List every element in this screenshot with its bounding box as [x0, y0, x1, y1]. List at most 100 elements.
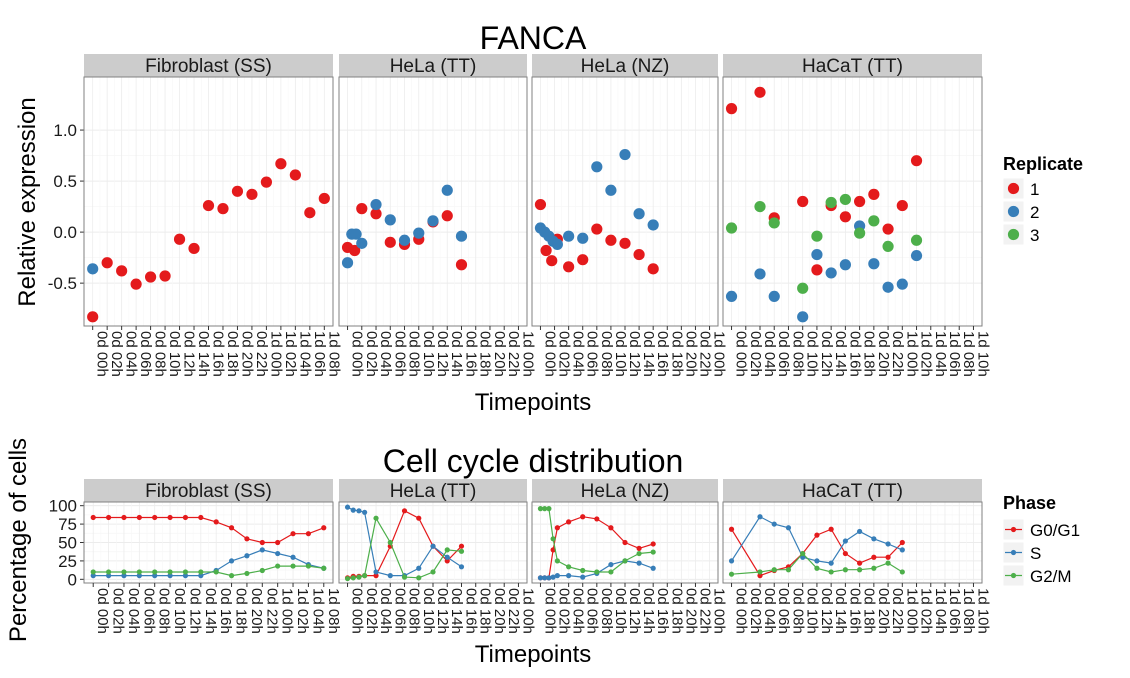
panel-border — [722, 501, 983, 584]
y-tick-label: 0 — [68, 570, 77, 589]
x-tick-label: 0d 22h — [696, 588, 713, 634]
x-tick-label: 0d 00h — [541, 331, 558, 377]
data-point — [341, 257, 354, 269]
x-tick-label: 0d 10h — [804, 331, 821, 377]
data-point — [121, 573, 127, 579]
facet-strip-label: HeLa (NZ) — [581, 481, 670, 502]
data-point — [825, 267, 837, 279]
x-tick-label: 0d 12h — [626, 331, 643, 377]
x-tick-label: 0d 04h — [761, 588, 778, 634]
data-point — [594, 569, 600, 575]
data-point — [321, 565, 327, 571]
data-point — [842, 538, 848, 544]
x-tick-label: 0d 20h — [491, 331, 508, 377]
x-tick-label: 1d 04h — [932, 331, 949, 377]
x-tick-label: 0d 16h — [210, 331, 227, 377]
data-point — [228, 558, 235, 564]
data-point — [839, 259, 851, 271]
data-point — [458, 548, 465, 554]
data-point — [546, 575, 552, 581]
fanca-chart: FANCA Relative expression Timepoints -0.5 0.… — [14, 20, 1083, 416]
data-point — [537, 506, 544, 512]
legend-title: Replicate — [1003, 154, 1083, 174]
data-point — [550, 574, 556, 580]
x-tick-label: 0d 04h — [570, 588, 587, 634]
data-point — [167, 573, 173, 579]
data-point — [441, 210, 453, 222]
data-point — [828, 526, 834, 532]
x-tick-label: 0d 04h — [125, 588, 142, 634]
data-point — [563, 261, 575, 273]
data-point — [757, 573, 763, 579]
data-point — [580, 574, 586, 580]
y-tick-label: 75 — [58, 515, 77, 534]
data-point — [554, 558, 560, 564]
x-tick-label: 0d 14h — [448, 588, 465, 634]
x-tick-label: 1d 02h — [918, 331, 935, 377]
data-point — [167, 569, 173, 575]
data-point — [231, 185, 244, 197]
data-point — [797, 282, 809, 294]
data-point — [413, 227, 425, 239]
data-point — [882, 223, 894, 235]
data-point — [910, 249, 923, 262]
x-tick-label: 0d 00h — [733, 588, 750, 634]
data-point — [608, 561, 614, 568]
data-point — [444, 547, 450, 553]
chart-title: Cell cycle distribution — [383, 443, 684, 479]
x-tick-label: 1d 10h — [974, 588, 991, 634]
x-tick-label: 0d 12h — [818, 331, 835, 377]
data-point — [605, 184, 617, 196]
data-point — [554, 525, 560, 531]
data-point — [275, 563, 281, 569]
data-point — [910, 234, 923, 246]
x-tick-label: 0d 22h — [253, 331, 270, 377]
x-tick-label: 1d 00h — [267, 331, 284, 377]
x-tick-label: 0d 06h — [140, 588, 157, 634]
facet-strip — [723, 479, 982, 502]
y-axis-title: Relative expression — [14, 97, 41, 306]
x-tick-label: 0d 14h — [640, 588, 657, 634]
y-tick-label: 0.5 — [53, 172, 77, 191]
data-point — [854, 227, 866, 239]
x-tick-label: 0d 02h — [556, 331, 573, 377]
x-tick-label: 0d 22h — [263, 588, 280, 634]
legend-label: S — [1030, 544, 1041, 563]
data-point — [87, 311, 99, 323]
data-point — [871, 554, 877, 560]
data-point — [728, 526, 735, 532]
x-tick-label: 0d 22h — [696, 331, 713, 377]
legend-key-point — [1007, 228, 1020, 241]
data-point — [384, 236, 396, 248]
legend-label: 1 — [1030, 180, 1039, 199]
data-point — [534, 198, 547, 211]
legend: Phase G0/G1 S G2/M — [1002, 493, 1080, 587]
x-tick-label: 0d 02h — [556, 588, 573, 634]
data-point — [105, 569, 112, 575]
data-point — [90, 514, 96, 521]
data-point — [130, 278, 142, 290]
data-point — [305, 531, 312, 537]
chart-title: FANCA — [480, 20, 587, 56]
data-point — [771, 521, 777, 527]
data-point — [771, 567, 777, 573]
data-point — [228, 573, 235, 579]
data-point — [136, 573, 142, 579]
x-tick-label: 0d 10h — [612, 588, 629, 634]
data-point — [542, 575, 548, 581]
data-point — [814, 558, 820, 564]
data-point — [725, 290, 738, 303]
data-point — [899, 539, 905, 546]
data-point — [350, 507, 356, 513]
data-point — [857, 560, 863, 566]
data-point — [633, 248, 645, 261]
data-point — [885, 554, 891, 560]
data-point — [101, 257, 113, 269]
facet-strip-label: HeLa (NZ) — [581, 56, 670, 77]
data-point — [551, 238, 563, 250]
data-point — [105, 514, 112, 521]
data-point — [213, 569, 219, 575]
data-point — [198, 514, 204, 521]
x-tick-label: 1d 06h — [946, 331, 963, 377]
